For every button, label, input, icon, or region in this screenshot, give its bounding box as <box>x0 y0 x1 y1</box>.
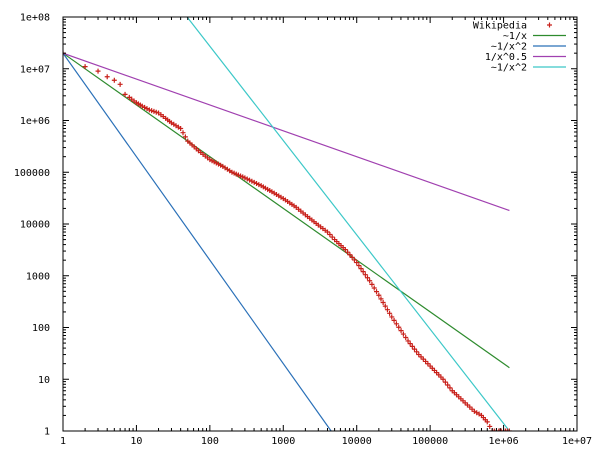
series-line <box>63 52 510 369</box>
data-point <box>182 134 188 140</box>
legend-label: ~1/x <box>503 31 527 42</box>
data-point <box>504 428 510 431</box>
data-point <box>149 108 155 114</box>
data-point <box>367 278 373 284</box>
data-point <box>178 126 184 132</box>
legend-label: ~1/x^2 <box>491 63 527 74</box>
data-point <box>414 349 420 355</box>
x-tick-label: 1e+06 <box>489 436 519 447</box>
data-point <box>387 310 393 316</box>
data-point <box>393 321 399 327</box>
series-line <box>63 52 332 431</box>
plot-frame <box>62 16 578 432</box>
data-point <box>440 376 446 382</box>
y-tick-label: 1e+06 <box>20 116 50 127</box>
data-point <box>349 254 355 260</box>
legend-label: 1/x^0.5 <box>485 52 527 63</box>
data-point <box>364 275 370 281</box>
data-point <box>391 317 397 323</box>
plot-area <box>63 17 512 431</box>
data-point <box>400 331 406 337</box>
y-tick-label: 1 <box>44 427 50 438</box>
data-point <box>396 324 402 330</box>
x-tick-label: 10 <box>130 436 142 447</box>
data-point <box>411 346 417 352</box>
y-tick-label: 100 <box>32 323 50 334</box>
axes: 1 10 100 1000 10000 100000 1e+06 1e+07 1 10 100 100… <box>14 13 592 448</box>
x-tick-label: 1e+07 <box>562 436 592 447</box>
legend: Wikipedia~1/x~1/x^21/x^0.5~1/x^2 <box>473 21 566 74</box>
y-tick-label: 1e+07 <box>20 64 50 75</box>
y-tick-label: 1e+08 <box>20 13 50 24</box>
data-point <box>356 263 362 269</box>
x-tick-label: 1 <box>60 436 66 447</box>
data-point <box>389 314 395 320</box>
data-point <box>111 77 117 83</box>
data-point <box>342 247 348 253</box>
data-point <box>362 272 368 278</box>
data-point <box>384 307 390 313</box>
data-point <box>506 428 512 431</box>
data-point <box>180 130 186 136</box>
data-point <box>327 232 333 238</box>
data-point <box>358 266 364 272</box>
data-point <box>95 68 101 74</box>
x-tick-label: 10000 <box>342 436 372 447</box>
data-point <box>442 379 448 385</box>
data-point <box>351 257 357 263</box>
data-point <box>378 296 384 302</box>
data-point <box>445 382 451 388</box>
data-point <box>151 108 157 114</box>
data-point <box>345 249 351 255</box>
data-point <box>425 361 431 367</box>
data-point <box>369 281 375 287</box>
data-point <box>503 428 509 431</box>
y-tick-label: 10000 <box>20 220 50 231</box>
data-point <box>405 338 411 344</box>
x-tick-label: 1000 <box>271 436 295 447</box>
y-tick-label: 1000 <box>26 271 50 282</box>
data-point <box>484 419 490 425</box>
data-point <box>409 343 415 349</box>
data-point <box>403 335 409 341</box>
data-point <box>491 428 497 431</box>
data-point <box>146 107 152 113</box>
series-line <box>63 52 510 212</box>
data-point <box>360 269 366 275</box>
data-point <box>122 91 128 97</box>
data-point <box>423 358 429 364</box>
data-point <box>82 64 88 70</box>
data-point <box>324 229 330 235</box>
data-point <box>407 341 413 347</box>
data-point <box>153 109 159 115</box>
data-point <box>329 234 335 240</box>
y-tick-label: 100000 <box>14 168 50 179</box>
data-point <box>347 252 353 258</box>
data-point <box>420 356 426 362</box>
y-tick-label: 10 <box>38 375 50 386</box>
data-point <box>354 260 360 266</box>
data-point <box>487 423 493 429</box>
data-point <box>416 352 422 358</box>
x-tick-label: 100 <box>201 436 219 447</box>
data-point <box>496 428 502 431</box>
data-point <box>376 292 382 298</box>
legend-marker <box>547 22 552 28</box>
data-point <box>380 299 386 305</box>
legend-label: Wikipedia <box>473 21 527 32</box>
data-point <box>447 385 453 391</box>
series-line <box>186 17 510 431</box>
x-tick-label: 100000 <box>412 436 448 447</box>
legend-label: ~1/x^2 <box>491 42 527 53</box>
data-point <box>104 74 110 80</box>
data-point <box>374 289 380 295</box>
data-point <box>398 328 404 334</box>
data-point <box>117 81 123 87</box>
data-point <box>418 354 424 360</box>
data-point <box>382 303 388 309</box>
data-point <box>498 428 504 431</box>
data-point <box>371 285 377 291</box>
